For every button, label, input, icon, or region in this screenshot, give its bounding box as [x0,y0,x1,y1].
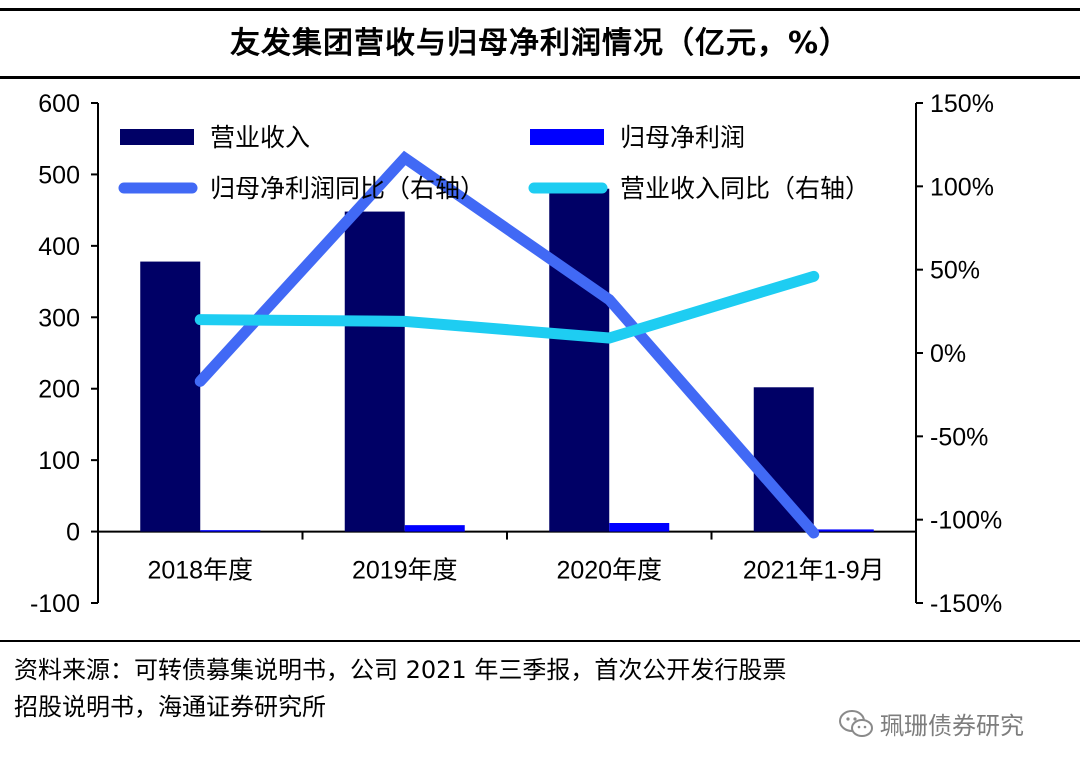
chart-title: 友发集团营收与归母净利润情况（亿元，%） [229,26,851,61]
right-axis-label: 0% [930,340,966,368]
x-axis-label: 2020年度 [556,557,662,585]
left-axis-label: 500 [38,161,80,189]
chart-plot: 600 500 400 300 200 100 0 -100 150% 100% 50% 0% -50%… [30,90,1002,618]
x-axis-label: 2018年度 [147,557,253,585]
bottom-rule [0,640,1080,642]
right-axis-label: 100% [930,173,994,201]
left-axis-label: 200 [38,376,80,404]
legend-label: 营业收入同比（右轴） [620,175,870,203]
bar-revenue [140,261,201,532]
bar-net-profit [813,529,874,532]
left-axis-label: 0 [66,519,80,547]
right-axis-label: -100% [930,507,1002,535]
bar-net-profit [404,525,465,532]
source-line-1: 资料来源：可转债募集说明书，公司 2021 年三季报，首次公开发行股票 [14,656,787,684]
line-revenue-yoy [194,270,820,344]
left-axis-label: 300 [38,304,80,332]
left-axis-label: 100 [38,447,80,475]
top-rule [0,8,1080,11]
legend-swatch-bar [530,129,604,145]
bar-net-profit [200,530,261,532]
axes: 600 500 400 300 200 100 0 -100 150% 100% 50% 0% -50%… [30,90,1002,618]
right-axis-label: 150% [930,90,994,118]
left-axis-label: 600 [38,90,80,118]
right-axis-label: 50% [930,257,980,285]
source-note: 资料来源：可转债募集说明书，公司 2021 年三季报，首次公开发行股票 招股说明… [14,652,1074,726]
wechat-icon [839,709,873,737]
bar-revenue [549,188,610,532]
right-axis-label: -150% [930,590,1002,618]
left-axis-label: 400 [38,233,80,261]
legend-label: 归母净利润 [620,124,745,152]
bar-revenue [753,387,814,532]
x-axis-label: 2021年1-9月 [743,557,885,585]
legend-label: 归母净利润同比（右轴） [210,175,485,203]
right-axis-label: -50% [930,423,988,451]
bar-net-profit [609,523,670,532]
line-net-profit-yoy [194,150,820,539]
bar-series [140,188,874,532]
left-axis-label: -100 [30,590,80,618]
bar-revenue [344,211,405,532]
watermark: 珮珊债券研究 [838,706,1024,741]
line-series [194,150,820,539]
legend-label: 营业收入 [210,124,310,152]
legend-swatch-bar [120,129,194,145]
title-rule [0,76,1080,79]
source-line-2: 招股说明书，海通证券研究所 [14,693,326,721]
watermark-text: 珮珊债券研究 [880,712,1024,740]
x-axis-label: 2019年度 [352,557,458,585]
